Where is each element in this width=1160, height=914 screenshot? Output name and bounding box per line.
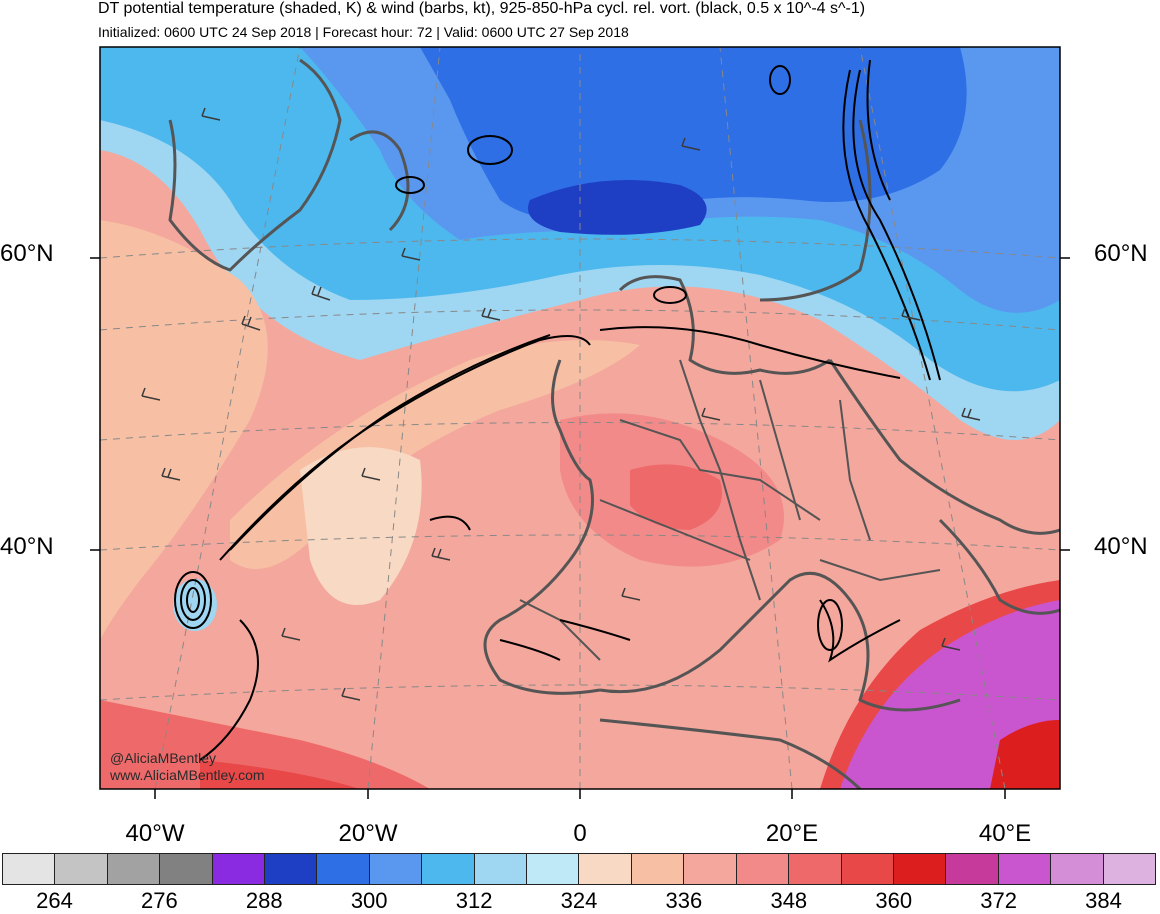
coastlines [168, 58, 1060, 789]
colorbar-label: 300 [350, 888, 388, 913]
colorbar-swatch [474, 854, 528, 884]
vorticity-contours [174, 59, 941, 761]
lat-label-60n-right: 60°N [1094, 240, 1148, 267]
colorbar-swatch [317, 854, 370, 884]
pale-warm [300, 447, 422, 605]
southwest-heat [100, 700, 430, 789]
lon-label-20w: 20°W [338, 820, 398, 847]
colorbar-swatch [55, 854, 108, 884]
colorbar-label: 288 [245, 888, 283, 913]
southwest-core [200, 760, 360, 789]
lon-label-0: 0 [573, 820, 587, 847]
colorbar-swatch [841, 854, 894, 884]
southeast-darkred [990, 720, 1060, 789]
colorbar-swatch [527, 854, 580, 884]
lon-label-40w: 40°W [125, 820, 185, 847]
colorbar-swatch [212, 854, 266, 884]
map-subtitle: Initialized: 0600 UTC 24 Sep 2018 | Fore… [98, 24, 629, 40]
colorbar-label: 336 [665, 888, 703, 913]
colorbar-swatch [946, 854, 999, 884]
colorbar-swatch [579, 854, 632, 884]
cold-air-deep [420, 47, 967, 220]
map-title: DT potential temperature (shaded, K) & w… [98, 0, 866, 17]
colorbar-swatch [684, 854, 737, 884]
colorbar-swatch [998, 854, 1052, 884]
graticule [100, 47, 1060, 789]
colorbar-label: 312 [455, 888, 493, 913]
credit-handle: @AliciaMBentley [110, 750, 217, 766]
colorbar-swatch [160, 854, 213, 884]
colorbar-label: 264 [36, 888, 73, 913]
lon-label-20e: 20°E [765, 820, 819, 847]
colorbar-swatch [1103, 854, 1155, 884]
borders [519, 359, 941, 661]
tick-marks [90, 257, 1070, 799]
hot-core [630, 464, 722, 530]
colorbar-label: 276 [141, 888, 178, 913]
colorbar-swatch [265, 854, 318, 884]
colorbar-swatch [1051, 854, 1104, 884]
colorbar-swatch [736, 854, 790, 884]
lat-label-60n-left: 60°N [0, 240, 54, 267]
colorbar-swatch [631, 854, 685, 884]
colorbar-swatch [789, 854, 842, 884]
colorbar-swatch [422, 854, 475, 884]
cold-pocket [528, 180, 707, 235]
credit-url[interactable]: www.AliciaMBentley.com [110, 767, 265, 783]
colorbar-label: 324 [560, 888, 598, 913]
lon-label-40e: 40°E [978, 820, 1032, 847]
lat-label-40n-left: 40°N [0, 533, 54, 560]
colorbar-label: 360 [875, 888, 913, 913]
lat-label-40n-right: 40°N [1094, 533, 1148, 560]
colorbar-label: 372 [980, 888, 1017, 913]
map-area [100, 47, 1060, 789]
colorbar-swatch [369, 854, 423, 884]
wind-barbs [141, 107, 981, 701]
colorbar-swatch [107, 854, 161, 884]
colorbar-label: 384 [1085, 888, 1122, 913]
warm-tongue [100, 220, 268, 640]
colorbar-label: 348 [770, 888, 808, 913]
colorbar-swatch [3, 854, 56, 884]
colorbar-swatch [893, 854, 947, 884]
colorbar [2, 853, 1156, 885]
